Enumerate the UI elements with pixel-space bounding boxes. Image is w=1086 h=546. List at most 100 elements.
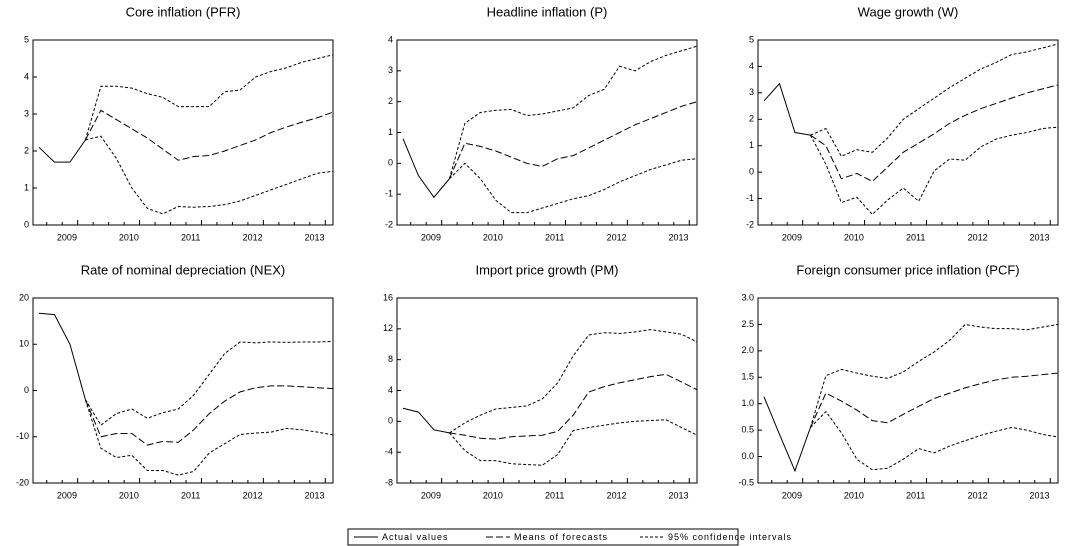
y-tick-label: 2 [749,114,754,124]
panel: Import price growth (PM) -8 -4 0 4 8 12 16 2009 2… [383,262,698,500]
y-tick-label: 12 [383,323,393,333]
legend-label: Actual values [382,532,449,542]
panel: Core inflation (PFR) 0 1 2 3 4 5 2009 2010 2011 20… [24,4,334,242]
series-line [763,396,811,473]
y-tick-label: 0 [388,158,393,168]
y-tick-label: 16 [383,292,393,302]
plot-frame [396,297,698,484]
x-tick-label: 2013 [669,490,689,500]
y-tick-label: 1 [24,182,29,192]
y-tick-label: -2 [746,219,754,229]
y-tick-label: -10 [16,431,29,441]
x-tick-label: 2013 [1030,490,1050,500]
x-tick-label: 2012 [968,490,988,500]
legend-box [347,528,739,546]
y-tick-label: 4 [24,71,29,81]
y-tick-label: -2 [385,219,393,229]
y-tick-label: 8 [388,354,393,364]
x-tick-label: 2009 [421,490,441,500]
series-line [38,312,86,400]
series-line [449,329,698,434]
series-line [810,410,1059,471]
x-tick-label: 2011 [181,232,200,242]
x-tick-label: 2011 [545,490,564,500]
panel: Headline inflation (P) -2 -1 0 1 2 3 4 2009 2010 2… [385,4,698,242]
series-line [448,45,698,179]
x-tick-label: 2013 [669,232,689,242]
y-tick-label: 0 [24,385,29,395]
panel-title: Core inflation (PFR) [126,4,241,19]
y-tick-label: 1.0 [741,398,754,408]
x-tick-label: 2012 [968,232,988,242]
y-tick-label: 0 [24,219,29,229]
x-tick-label: 2011 [545,232,564,242]
y-tick-label: -20 [16,477,29,487]
y-tick-label: 0.5 [741,425,754,435]
y-tick-label: 4 [388,34,393,44]
series-line [449,419,698,466]
series-line [84,54,334,141]
x-tick-label: 2010 [844,232,864,242]
panel-title: Import price growth (PM) [475,262,618,277]
x-tick-label: 2012 [607,490,627,500]
x-tick-label: 2010 [844,490,864,500]
x-tick-label: 2009 [782,232,802,242]
series-line [809,126,1059,216]
y-tick-label: 1.5 [741,372,754,382]
x-tick-label: 2009 [782,490,802,500]
y-tick-label: 3 [24,108,29,118]
y-tick-label: 20 [19,292,29,302]
x-tick-label: 2010 [119,232,139,242]
series-line [84,385,334,446]
x-tick-label: 2010 [483,232,503,242]
y-tick-label: 3 [749,87,754,97]
y-tick-label: -1 [746,193,754,203]
series-line [84,399,334,476]
y-tick-label: 10 [19,339,29,349]
plot-frame [757,39,1059,226]
series-line [448,101,698,179]
x-tick-label: 2010 [119,490,139,500]
series-line [85,135,334,215]
x-tick-label: 2012 [607,232,627,242]
panel-title: Wage growth (W) [858,4,959,19]
panel-title: Headline inflation (P) [487,4,608,19]
x-tick-label: 2011 [906,232,925,242]
x-tick-label: 2009 [57,232,77,242]
y-tick-label: 1 [388,127,393,137]
x-tick-label: 2009 [421,232,441,242]
x-tick-label: 2013 [1030,232,1050,242]
x-tick-label: 2013 [305,232,325,242]
series-line [84,340,334,426]
legend-label: Means of forecasts [514,532,608,542]
plot-frame [396,39,698,226]
panel-title: Foreign consumer price inflation (PCF) [796,262,1019,277]
series-line [38,139,86,163]
x-tick-label: 2012 [243,232,263,242]
y-tick-label: 0 [749,167,754,177]
y-tick-label: 5 [749,34,754,44]
y-tick-label: -0.5 [738,477,754,487]
series-line [84,109,334,161]
plot-frame [757,297,1059,484]
x-tick-label: 2012 [243,490,263,500]
y-tick-label: 1 [749,140,754,150]
y-tick-label: 2 [24,145,29,155]
series-line [763,82,811,136]
y-tick-label: -4 [385,447,393,457]
y-tick-label: 2.0 [741,345,754,355]
plot-frame [32,39,334,226]
series-line [810,84,1059,182]
y-tick-label: 0 [388,416,393,426]
series-line [810,43,1059,157]
x-tick-label: 2010 [483,490,503,500]
legend-label: 95% confidence intervals [668,532,792,542]
y-tick-label: -1 [385,189,393,199]
y-tick-label: 4 [749,61,754,71]
series-line [402,138,450,199]
y-tick-label: 3 [388,65,393,75]
y-tick-label: 4 [388,385,393,395]
y-tick-label: 2 [388,96,393,106]
y-tick-label: 3.0 [741,292,754,302]
